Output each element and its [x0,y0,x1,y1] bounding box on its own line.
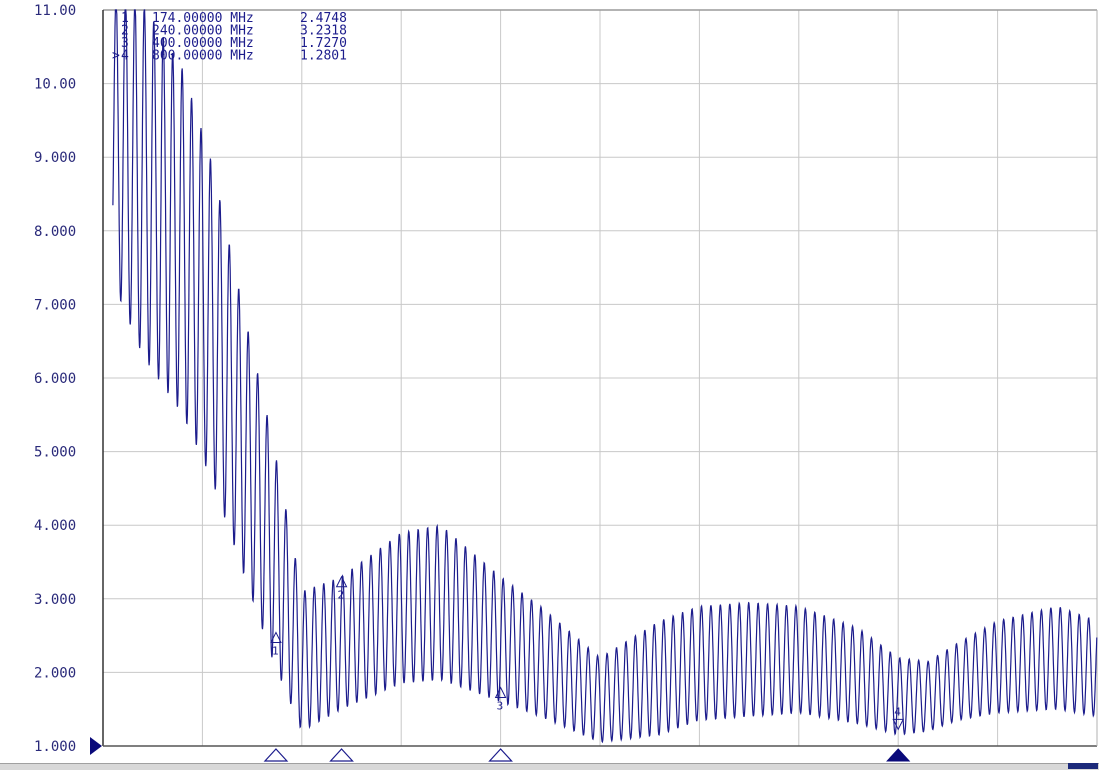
y-tick-label: 2.000 [34,665,76,681]
marker-label: 2 [338,589,345,602]
trace-line [112,9,1098,744]
marker-2[interactable]: 2 [329,575,354,762]
marker-triangle [892,718,905,731]
y-tick-label: 5.000 [34,445,76,461]
grid [102,9,1098,747]
marker-table-frequency: 240.00000 MHz [152,24,254,39]
marker-symbols[interactable]: 1 2 3 4 [263,575,911,762]
marker-table-value: 2.4748 [300,11,347,26]
status-bar [0,763,1099,770]
y-tick-label: 10.00 [34,77,76,93]
y-tick-label: 9.000 [34,150,76,166]
trace-layer [112,9,1098,744]
reference-level-marker [90,737,102,755]
marker-triangle [494,686,507,698]
marker-table: 1 174.00000 MHz 2.4748 2 240.00000 MHz 3.2318… [112,11,347,64]
y-tick-labels: 11.00 10.00 9.000 8.000 7.000 6.000 5.000 4.000… [34,3,76,755]
marker-triangle [270,631,282,643]
marker-axis-triangle [488,748,513,762]
marker-label: 3 [497,699,504,712]
marker-table-index: 4 [121,49,129,64]
marker-axis-triangle [329,748,354,762]
y-tick-label: 8.000 [34,224,76,240]
y-tick-label: 7.000 [34,297,76,313]
marker-table-value: 1.7270 [300,36,347,51]
marker-axis-triangle-active [886,748,911,762]
marker-table-index: 3 [121,36,129,51]
marker-label: 4 [894,705,901,718]
marker-table-value: 1.2801 [300,49,347,64]
marker-triangle [335,575,348,588]
marker-table-frequency: 174.00000 MHz [152,11,254,26]
y-tick-label: 11.00 [34,3,76,19]
marker-table-active-symbol: > [112,49,120,64]
marker-table-index: 2 [121,24,129,39]
y-tick-label: 1.000 [34,739,76,755]
y-tick-label: 3.000 [34,592,76,608]
y-tick-label: 4.000 [34,518,76,534]
reference-markers [90,737,102,755]
marker-table-frequency: 800.00000 MHz [152,49,254,64]
marker-table-index: 1 [121,11,129,26]
status-bar-tab[interactable] [1068,763,1098,769]
marker-1[interactable]: 1 [263,631,289,762]
marker-table-frequency: 400.00000 MHz [152,36,254,51]
y-tick-label: 6.000 [34,371,76,387]
marker-4[interactable]: 4 [886,705,911,762]
marker-label: 1 [272,644,279,657]
marker-table-value: 3.2318 [300,24,347,39]
marker-3[interactable]: 3 [488,686,513,762]
marker-axis-triangle [263,748,289,762]
